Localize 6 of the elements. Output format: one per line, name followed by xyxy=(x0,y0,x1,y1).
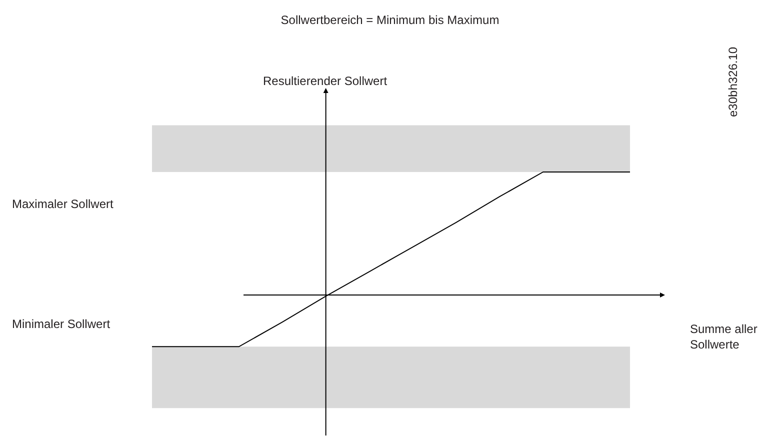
text: Resultierender Sollwert xyxy=(263,74,388,88)
text: Minimaler Sollwert xyxy=(12,317,111,331)
chart-title: Sollwertbereich = Minimum bis Maximum xyxy=(280,13,500,28)
text: Maximaler Sollwert xyxy=(12,197,114,211)
text: e30bh326.10 xyxy=(726,46,740,117)
text: Summe aller Sollwerte xyxy=(690,322,758,352)
